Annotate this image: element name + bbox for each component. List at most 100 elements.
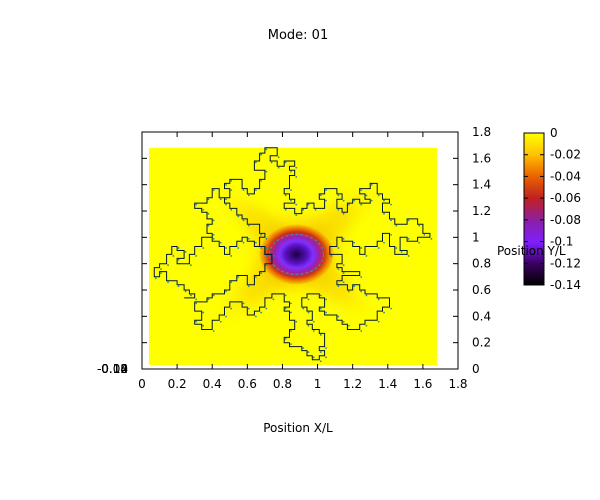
boundary-mesh-node: [207, 224, 210, 227]
boundary-mesh-node: [312, 330, 315, 332]
boundary-mesh-node: [225, 315, 227, 318]
boundary-mesh-node: [254, 241, 257, 244]
boundary-mesh-node: [390, 203, 392, 206]
boundary-outline: [224, 153, 266, 199]
boundary-mesh-node: [423, 233, 426, 236]
boundary-mesh-node: [337, 268, 340, 271]
boundary-mesh-node: [195, 203, 198, 206]
boundary-mesh-node: [247, 224, 250, 227]
boundary-mesh-node: [160, 268, 162, 271]
overlapping-tick-label: -0.10: [97, 362, 128, 376]
boundary-mesh-node: [284, 161, 287, 164]
boundary-mesh-node: [348, 203, 350, 206]
boundary-mesh-node: [202, 247, 205, 249]
x-axis-label: Position X/L: [263, 421, 333, 435]
boundary-mesh-node: [167, 281, 169, 284]
boundary-mesh-node: [390, 307, 392, 310]
boundary-mesh-node: [212, 219, 215, 222]
boundary-mesh-node: [265, 264, 268, 267]
boundary-mesh-node: [254, 161, 257, 164]
boundary-mesh-node: [295, 166, 298, 169]
boundary-mesh-node: [407, 237, 410, 240]
boundary-mesh-node: [302, 307, 305, 310]
boundary-mesh-node: [195, 320, 198, 323]
boundary-mesh-node: [342, 272, 345, 274]
overlapping-tick-label: -0.08: [97, 362, 128, 376]
boundary-mesh-node: [319, 360, 322, 363]
boundary-mesh-node: [365, 294, 368, 297]
boundary-mesh-node: [247, 194, 250, 197]
boundary-mesh-node: [242, 219, 245, 222]
boundary-mesh-node: [390, 233, 392, 236]
boundary-mesh-node: [260, 180, 263, 182]
boundary-mesh-node: [212, 233, 215, 236]
y-tick-label: 0.6: [472, 283, 491, 297]
boundary-mesh-node: [342, 264, 345, 267]
colorbar-tick-label: -0.1: [550, 235, 573, 249]
boundary-mesh-node: [383, 241, 385, 244]
boundary-mesh-node: [230, 255, 233, 257]
boundary-mesh-node: [407, 255, 410, 257]
boundary-mesh-node: [225, 290, 227, 293]
boundary-mesh-node: [212, 330, 215, 332]
boundary-mesh-node: [395, 224, 398, 227]
boundary-mesh-node: [342, 199, 345, 202]
x-tick-label: 1.4: [378, 377, 397, 391]
boundary-mesh-node: [307, 203, 310, 206]
boundary-mesh-node: [377, 320, 380, 323]
boundary-mesh-node: [195, 255, 198, 257]
overlapping-tick-label: -0.14: [97, 362, 128, 376]
boundary-mesh-node: [254, 276, 257, 278]
boundary-mesh-node: [254, 315, 257, 318]
boundary-mesh-node: [195, 298, 198, 301]
boundary-mesh-node: [284, 194, 287, 197]
boundary-mesh-node: [377, 194, 380, 197]
boundary-mesh-node: [225, 203, 227, 206]
boundary-mesh-node: [302, 208, 305, 211]
colorbar-tick-label: -0.14: [550, 278, 581, 292]
boundary-mesh-node: [225, 198, 227, 201]
boundary-mesh-node: [230, 189, 233, 192]
boundary-mesh-node: [342, 237, 345, 240]
boundary-mesh-node: [254, 189, 257, 192]
boundary-mesh-node: [237, 276, 240, 278]
colorbar-tick-label: -0.04: [550, 169, 581, 183]
boundary-mesh-node: [230, 307, 233, 310]
y-tick-label: 0.8: [472, 257, 491, 271]
boundary-mesh-node: [272, 264, 275, 267]
boundary-mesh-node: [160, 272, 162, 274]
x-tick-label: 1.8: [448, 377, 467, 391]
boundary-mesh-node: [247, 237, 250, 240]
x-tick-label: 1: [314, 377, 322, 391]
boundary-mesh-node: [365, 324, 368, 327]
boundary-mesh-node: [325, 298, 327, 301]
boundary-mesh-node: [225, 183, 227, 186]
boundary-mesh-node: [325, 311, 327, 314]
boundary-mesh-node: [302, 347, 305, 350]
boundary-mesh-node: [230, 180, 233, 182]
boundary-mesh-node: [337, 208, 340, 211]
overlapping-tick-labels: -0.14-0.12-0.10-0.08: [97, 362, 128, 376]
boundary-mesh-node: [337, 247, 340, 249]
boundary-mesh-node: [177, 259, 180, 261]
y-axis: 0 0.2 0.4 0.6 0.8 1 1.2 1.4 1.6 1.8: [142, 125, 491, 376]
boundary-mesh-node: [307, 298, 310, 301]
boundary-mesh-node: [260, 153, 263, 156]
boundary-mesh-node: [290, 330, 292, 332]
boundary-mesh-node: [212, 189, 215, 192]
boundary-mesh-node: [270, 161, 273, 164]
boundary-mesh-node: [207, 212, 210, 215]
boundary-mesh-node: [360, 247, 363, 249]
boundary-mesh-node: [247, 285, 250, 288]
boundary-mesh-node: [325, 347, 327, 350]
boundary-mesh-node: [319, 334, 322, 336]
boundary-mesh-node: [365, 194, 368, 197]
boundary-mesh-node: [260, 233, 263, 236]
boundary-mesh-node: [154, 277, 157, 280]
boundary-mesh-node: [353, 241, 356, 244]
boundary-mesh-node: [230, 208, 233, 211]
boundary-mesh-node: [260, 272, 263, 274]
boundary-mesh-node: [342, 212, 345, 215]
boundary-mesh-node: [219, 241, 222, 244]
